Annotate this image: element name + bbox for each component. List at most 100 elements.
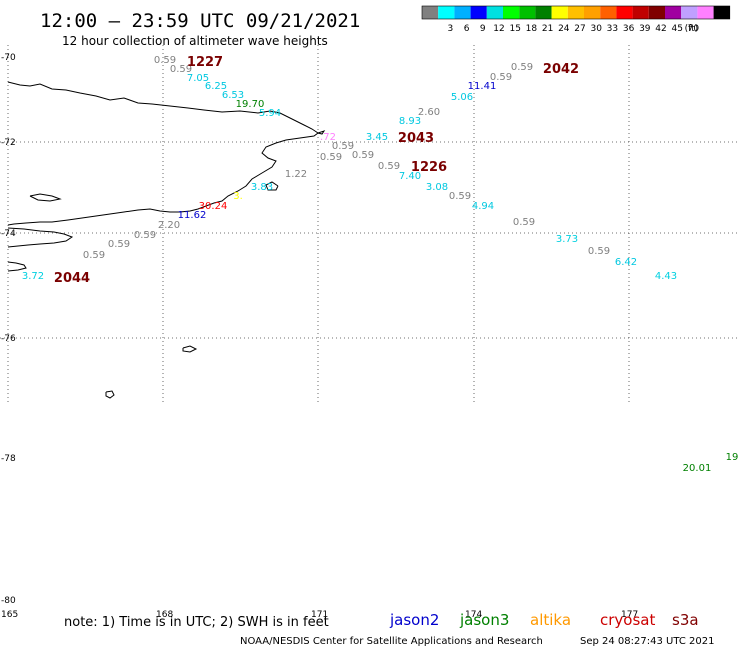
coastline [7, 81, 326, 399]
wave-height-value: 4.94 [472, 201, 494, 212]
longitude-labels: 165 168 171 174 177 [1, 610, 638, 620]
color-scale-swatch [713, 6, 730, 19]
wave-height-value: 0.59 [449, 191, 471, 202]
satellite-jason2-label: jason2 [389, 611, 439, 629]
map-title: 12:00 – 23:59 UTC 09/21/2021 [40, 10, 360, 32]
lat-label: -76 [1, 334, 16, 344]
wave-height-value: 6.42 [615, 257, 637, 268]
pass-time-label: 2043 [398, 131, 434, 146]
color-scale-swatch [470, 6, 487, 19]
wave-height-value: 3.45 [366, 132, 388, 143]
color-scale-label: 27 [574, 24, 585, 34]
color-scale-swatch [648, 6, 665, 19]
color-scale-swatch [665, 6, 682, 19]
wave-height-value: 0.59 [490, 72, 512, 83]
pass-time-label: 2042 [543, 62, 579, 77]
wave-height-value: 0.59 [588, 246, 610, 257]
wave-height-value: 0.59 [320, 152, 342, 163]
color-scale-label: 18 [526, 24, 538, 34]
color-scale-swatch [454, 6, 471, 19]
color-scale-swatch [486, 6, 503, 19]
wave-height-value: 0.59 [378, 161, 400, 172]
satellite-s3a-label: s3a [672, 611, 699, 629]
credit-timestamp: Sep 24 08:27:43 UTC 2021 [580, 636, 714, 647]
wave-height-observations: 0.590.597.056.256.5319.705.940.590.5911.… [22, 55, 739, 474]
lon-label: 174 [465, 610, 482, 620]
color-scale-label: 39 [639, 24, 651, 34]
credit-line: NOAA/NESDIS Center for Satellite Applica… [240, 636, 543, 647]
pass-time-label: 2044 [54, 271, 90, 286]
wave-height-value: 20.01 [683, 463, 712, 474]
wave-height-value: 3.72 [22, 271, 44, 282]
wave-height-value: 5.94 [259, 108, 281, 119]
color-scale-swatch [438, 6, 455, 19]
lat-label: -80 [1, 596, 16, 606]
pass-time-label: 1227 [187, 55, 223, 70]
wave-height-value: 8.93 [399, 116, 421, 127]
lon-label: 165 [1, 610, 18, 620]
color-scale-label: 24 [558, 24, 570, 34]
lat-label: -74 [1, 229, 16, 239]
wave-height-value: 4.43 [655, 271, 677, 282]
wave-height-value: 5.06 [451, 92, 473, 103]
color-scale-swatch [422, 6, 439, 19]
color-scale-frame [421, 5, 731, 20]
wave-height-value: 3.73 [556, 234, 578, 245]
wave-height-value: 19 [726, 452, 739, 463]
color-scale-label: 21 [542, 24, 553, 34]
color-scale-swatch [519, 6, 536, 19]
wave-height-value: 11.62 [178, 210, 207, 221]
satellite-cryosat-label: cryosat [600, 611, 655, 629]
wave-height-value: 7.05 [187, 73, 209, 84]
wave-height-value: 0.59 [332, 141, 354, 152]
graticule [0, 45, 740, 405]
color-scale-swatch [535, 6, 552, 19]
wave-height-value: 0.59 [83, 250, 105, 261]
wave-height-value: 0.59 [170, 64, 192, 75]
lon-label: 177 [621, 610, 638, 620]
lon-label: 168 [156, 610, 173, 620]
wave-height-value: 3.83 [251, 182, 273, 193]
color-scale-swatch [567, 6, 584, 19]
color-scale-label: 36 [623, 24, 635, 34]
wave-height-value: 0.59 [134, 230, 156, 241]
wave-height-value: 19.70 [236, 99, 265, 110]
wave-height-value: 0.59 [108, 239, 130, 250]
lat-label: -72 [1, 138, 16, 148]
wave-height-value: 0.59 [513, 217, 535, 228]
color-scale-swatch [632, 6, 649, 19]
satellite-jason3-label: jason3 [459, 611, 509, 629]
lon-label: 171 [311, 610, 328, 620]
color-scale-label: 70 [688, 24, 700, 34]
color-scale-label: 12 [493, 24, 504, 34]
footer-note: note: 1) Time is in UTC; 2) SWH is in fe… [64, 615, 329, 630]
color-scale-swatch [584, 6, 601, 19]
wave-height-value: 30.24 [199, 201, 228, 212]
color-scale-legend: 3 6 9 12 15 18 21 24 27 30 33 36 39 42 45 70(ft) [421, 5, 731, 34]
wave-height-value: 3.08 [426, 182, 448, 193]
wave-height-value: 3. [233, 191, 243, 202]
wave-height-value: .72 [320, 132, 336, 143]
wave-height-value: 0.59 [511, 62, 533, 73]
lat-label: -70 [1, 53, 16, 63]
pass-time-label: 1226 [411, 160, 447, 175]
wave-height-value: 7.40 [399, 171, 421, 182]
color-scale-swatch [600, 6, 617, 19]
color-scale-swatch [503, 6, 520, 19]
color-scale-swatch [681, 6, 698, 19]
color-scale-swatch [697, 6, 714, 19]
satellite-legend: jason2 jason3 altika cryosat s3a [389, 611, 699, 629]
color-scale-label: (ft) [685, 24, 699, 34]
wave-height-value: 2.60 [418, 107, 440, 118]
color-scale-label: 33 [607, 24, 618, 34]
map-subtitle: 12 hour collection of altimeter wave hei… [62, 34, 328, 48]
color-scale-label: 9 [480, 24, 486, 34]
color-scale-label: 3 [448, 24, 454, 34]
color-scale-label: 42 [655, 24, 666, 34]
wave-height-value: 11.41 [468, 81, 497, 92]
color-scale-swatch [616, 6, 633, 19]
color-scale-label: 45 [671, 24, 682, 34]
wave-height-value: 0.59 [154, 55, 176, 66]
latitude-labels: -70 -72 -74 -76 -78 -80 [1, 53, 16, 606]
